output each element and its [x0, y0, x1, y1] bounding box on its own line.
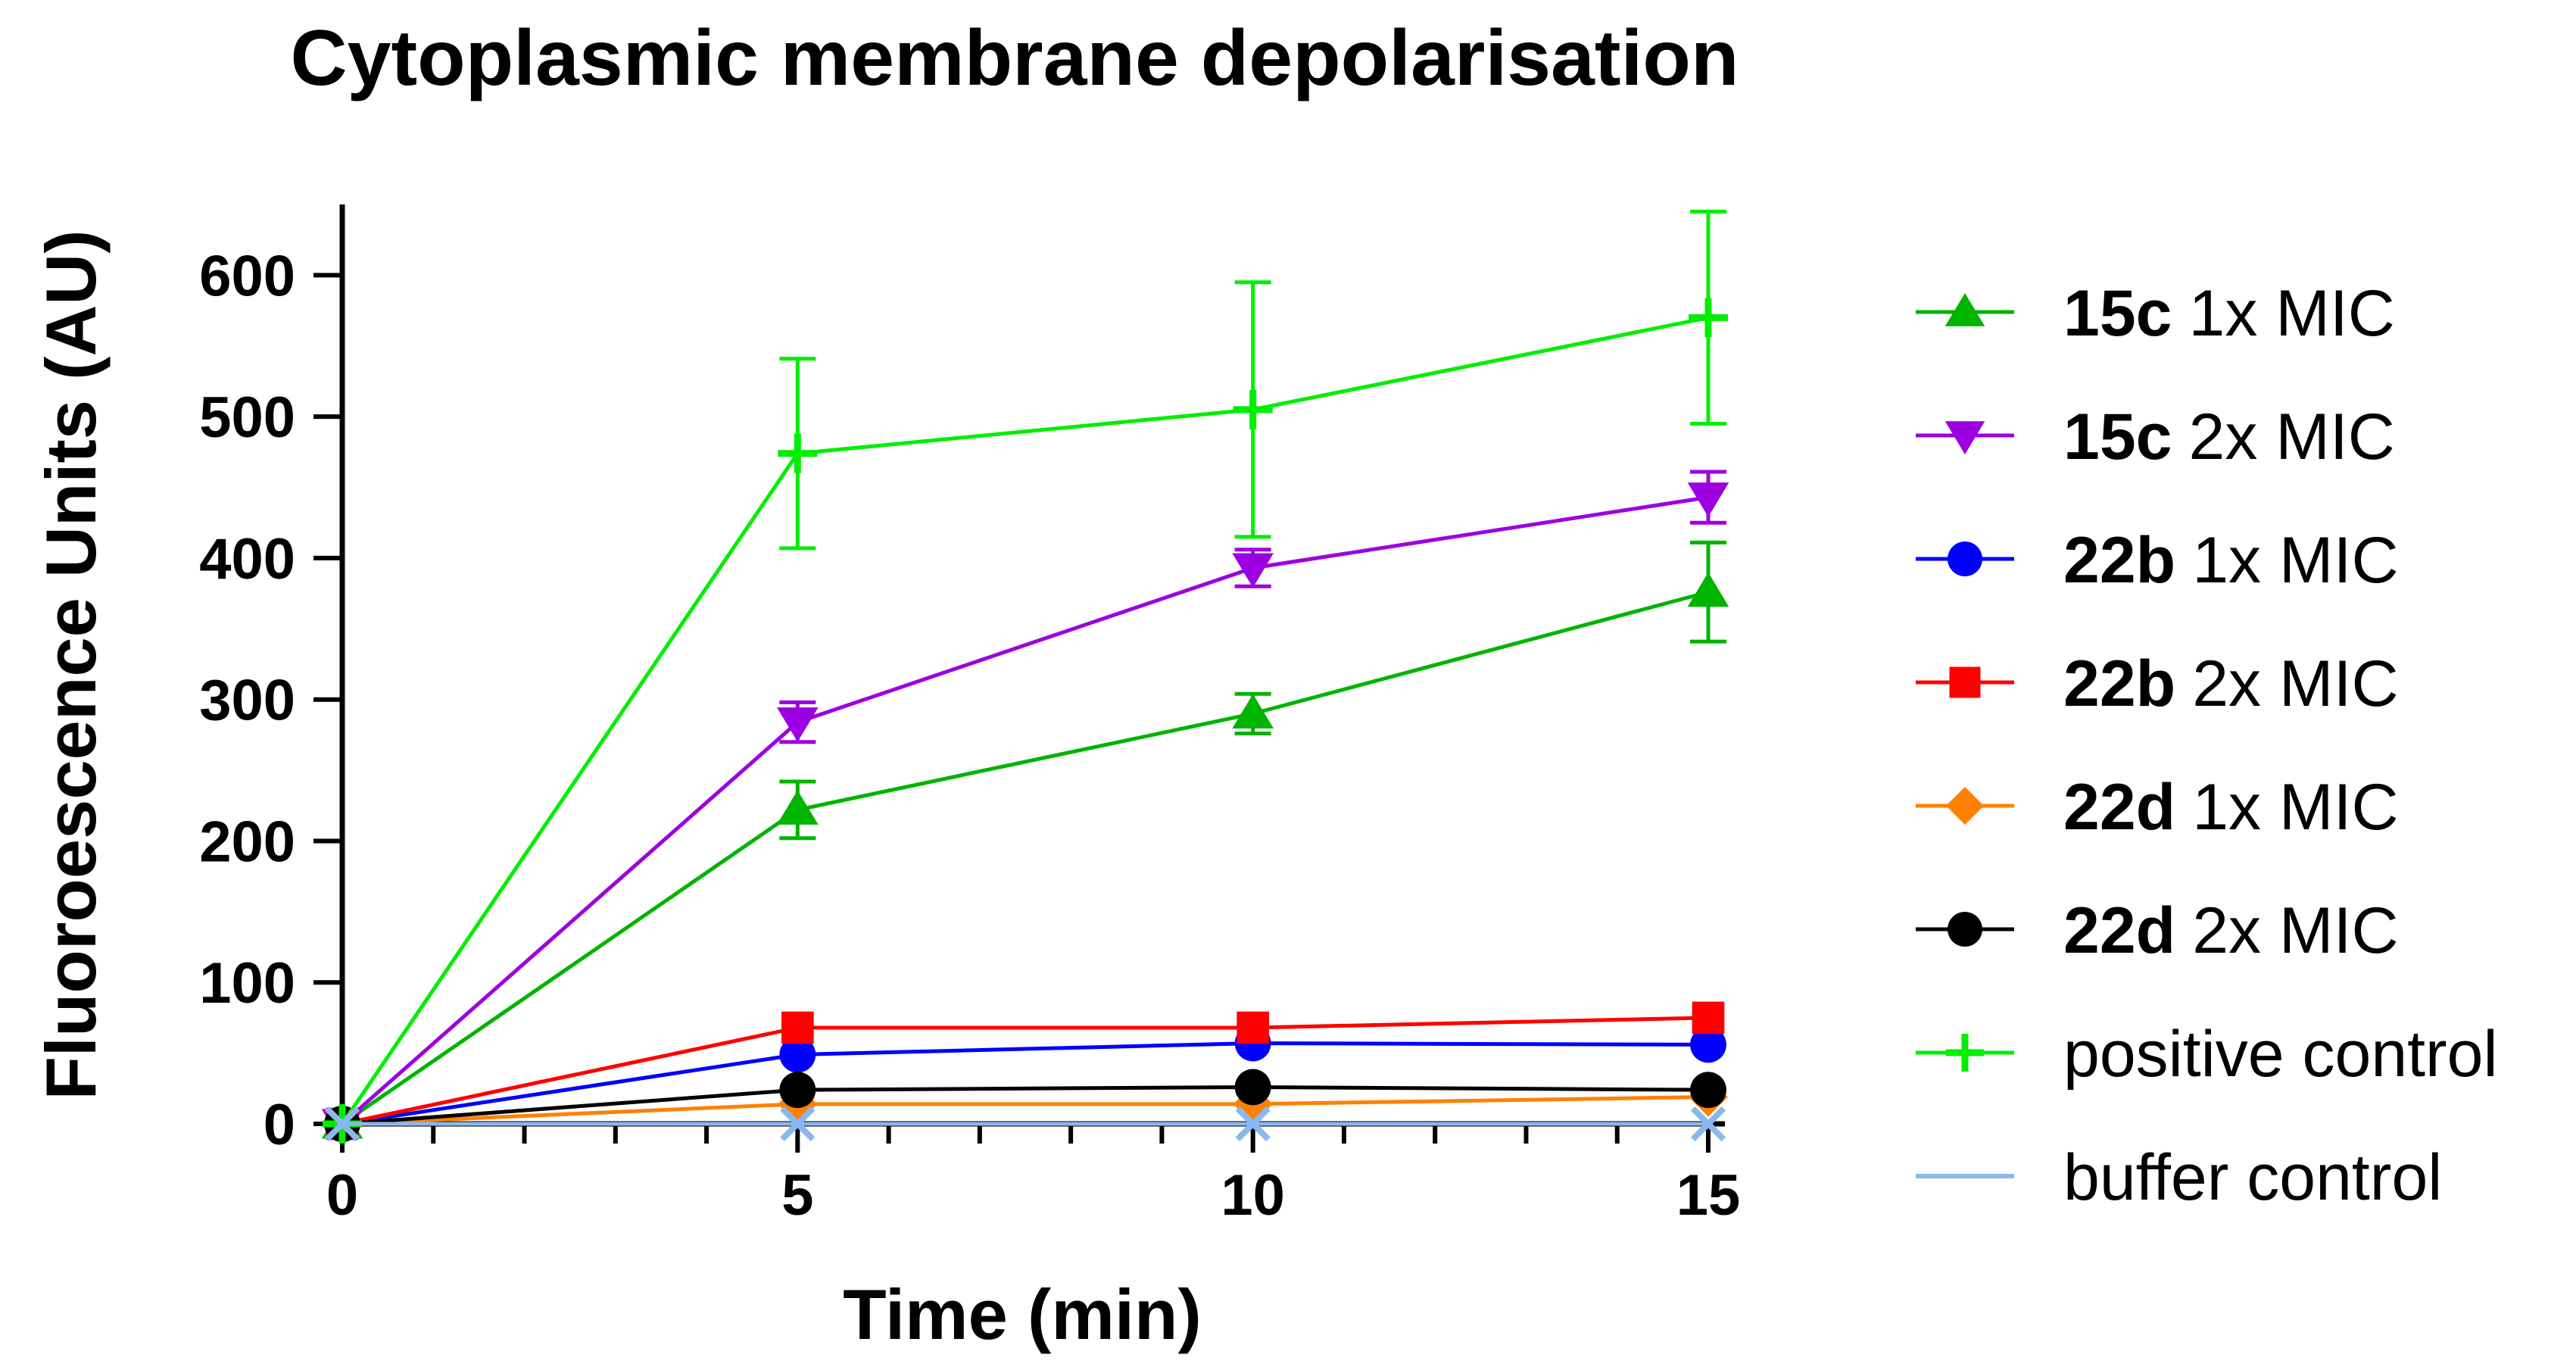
y-tick-label: 100	[199, 951, 295, 1016]
legend-label: 15c 2x MIC	[2063, 401, 2395, 473]
y-tick-label: 200	[199, 810, 295, 874]
series-line	[341, 1084, 1709, 1126]
series-line	[340, 315, 1709, 1125]
legend-marker	[1944, 293, 1985, 326]
legend-label: 22b 2x MIC	[2063, 648, 2399, 720]
legend-item: positive control	[1916, 1018, 2498, 1091]
data-point	[777, 707, 819, 742]
legend-dose: 2x MIC	[2189, 401, 2395, 473]
data-point	[1232, 694, 1274, 729]
data-point	[1690, 1072, 1726, 1109]
legend-marker	[1944, 421, 1985, 454]
y-tick-label: 400	[199, 527, 295, 591]
data-point	[1689, 298, 1728, 338]
y-axis-title: Fluoroescence Units (AU)	[31, 229, 111, 1100]
legend-item: 22d 1x MIC	[1916, 771, 2399, 844]
legend-dose: 1x MIC	[2189, 277, 2395, 350]
data-point	[1233, 389, 1273, 429]
legend-label: 15c 1x MIC	[2063, 277, 2395, 350]
legend-marker	[1946, 787, 1984, 825]
data-point	[777, 790, 819, 825]
legend-item: 22b 1x MIC	[1916, 524, 2399, 597]
y-tick-label: 600	[199, 244, 295, 308]
chart-title: Cytoplasmic membrane depolarisation	[291, 14, 1739, 102]
legend-compound: 22d	[2063, 771, 2175, 844]
legend-compound: 22b	[2063, 648, 2175, 720]
series-positive-control	[323, 209, 1728, 1144]
data-point	[781, 1011, 814, 1044]
data-point	[1690, 1106, 1726, 1142]
data-point	[1687, 572, 1729, 607]
data-point	[1234, 1069, 1271, 1106]
series-22d-2x-mic	[324, 1069, 1726, 1142]
legend-label: 22d 2x MIC	[2063, 894, 2399, 967]
y-tick-label: 0	[264, 1093, 295, 1157]
series-line	[341, 495, 1709, 1125]
x-tick-label: 10	[1221, 1163, 1285, 1228]
legend-item: 22d 2x MIC	[1916, 894, 2399, 967]
data-point	[778, 433, 818, 473]
data-point	[780, 1106, 816, 1142]
legend-label: 22b 1x MIC	[2063, 524, 2399, 597]
data-point	[1235, 1106, 1271, 1142]
data-point	[1687, 482, 1729, 517]
legend-dose: 2x MIC	[2192, 894, 2398, 967]
legend-label: positive control	[2063, 1018, 2498, 1091]
legend-item: 22b 2x MIC	[1916, 648, 2399, 720]
legend-dose: 1x MIC	[2192, 524, 2398, 597]
series-buffer-control	[324, 1106, 1726, 1142]
x-axis-title: Time (min)	[843, 1275, 1202, 1354]
legend-dose: 2x MIC	[2192, 648, 2398, 720]
legend-dose: positive control	[2063, 1018, 2498, 1091]
data-point	[1692, 1001, 1725, 1035]
y-tick-label: 300	[199, 669, 295, 733]
series-22b-2x-mic	[326, 1001, 1725, 1141]
data-point	[779, 1036, 816, 1073]
series-line	[341, 1041, 1709, 1126]
legend-item: 15c 1x MIC	[1916, 277, 2395, 350]
data-point	[1237, 1011, 1269, 1044]
series-line	[341, 1095, 1709, 1126]
legend-compound: 22d	[2063, 894, 2175, 967]
legend-compound: 15c	[2063, 277, 2172, 350]
legend-compound: 22b	[2063, 524, 2175, 597]
data-point	[1232, 553, 1274, 588]
data-point	[324, 1106, 360, 1142]
legend-compound: 15c	[2063, 401, 2172, 473]
series-line	[341, 590, 1709, 1126]
y-tick-label: 500	[199, 385, 295, 450]
x-tick-label: 15	[1676, 1163, 1741, 1228]
legend-item: buffer control	[1916, 1141, 2442, 1214]
x-tick-label: 5	[781, 1163, 813, 1228]
legend-marker	[1946, 1034, 1984, 1072]
x-tick-label: 0	[326, 1163, 358, 1228]
legend-dose: buffer control	[2063, 1141, 2442, 1214]
axes: 0 5 10 15 0 100 200 300 400 500 600	[199, 204, 1740, 1228]
legend-marker	[1948, 912, 1982, 947]
legend-marker	[1948, 541, 1982, 576]
legend-dose: 1x MIC	[2192, 771, 2398, 844]
data-point	[1690, 1026, 1726, 1063]
data-point	[779, 1072, 816, 1109]
series-layer	[321, 209, 1729, 1144]
legend-item: 15c 2x MIC	[1916, 401, 2395, 473]
legend-marker	[1949, 666, 1981, 698]
legend-label: 22d 1x MIC	[2063, 771, 2399, 844]
legend-label: buffer control	[2063, 1141, 2442, 1214]
series-line	[341, 1016, 1709, 1126]
